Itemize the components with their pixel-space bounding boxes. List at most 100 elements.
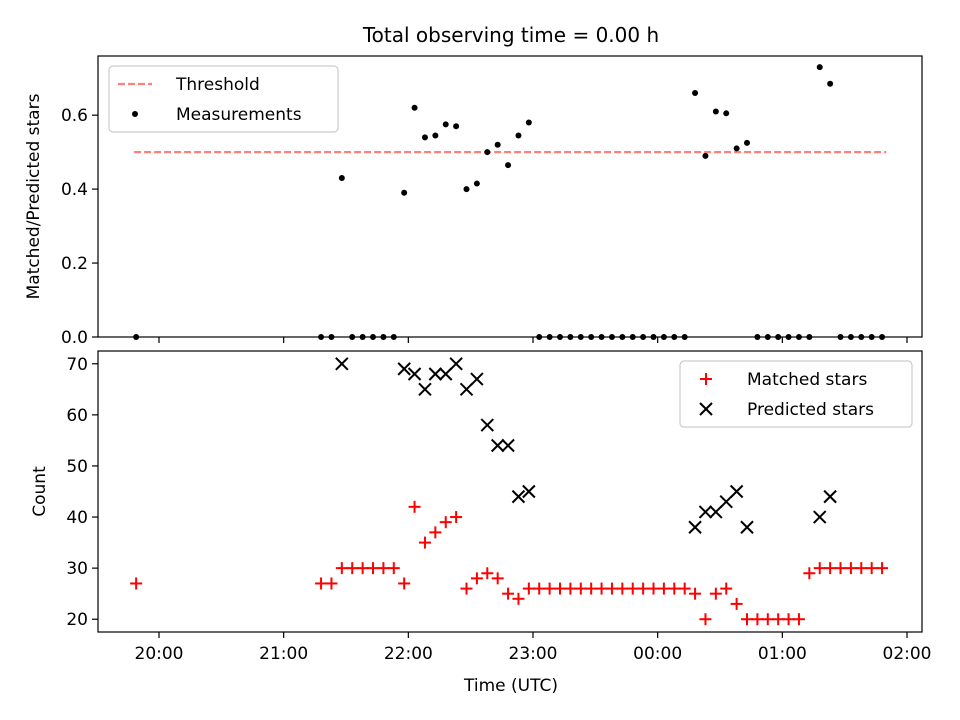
matched-star-point xyxy=(616,582,629,595)
x-tick-label: 23:00 xyxy=(509,644,558,664)
axes-frame xyxy=(97,55,923,338)
matched-star-point xyxy=(730,597,743,610)
measurement-point xyxy=(442,121,449,128)
matched-star-point xyxy=(481,567,494,580)
y-axis-label: Matched/Predicted stars xyxy=(24,93,44,299)
x-tick-label: 00:00 xyxy=(633,644,682,664)
matched-star-point xyxy=(709,587,722,600)
predicted-star-point xyxy=(418,382,432,397)
matched-star-point xyxy=(855,562,868,575)
matched-star-point xyxy=(844,562,857,575)
predicted-star-point xyxy=(480,418,494,432)
matched-star-point xyxy=(470,572,483,585)
matched-star-point xyxy=(678,582,691,595)
matched-star-point xyxy=(491,572,504,585)
matched-star-point xyxy=(751,613,764,626)
bottom-panel: 20 30 40 50 60 70 20:00 21:00 22:00 23:00 00:00 01:… xyxy=(30,350,932,664)
measurement-point xyxy=(453,123,460,130)
predicted-star-point xyxy=(459,382,474,397)
matched-star-point xyxy=(554,582,567,595)
y-axis-label: Count xyxy=(30,466,50,517)
y-tick-label: 0.2 xyxy=(61,254,88,274)
matched-star-point xyxy=(130,577,143,590)
matched-star-point xyxy=(356,562,369,575)
matched-star-point xyxy=(429,526,442,539)
measurement-point xyxy=(692,89,699,96)
matched-star-point xyxy=(512,592,525,605)
legend: Matched stars Predicted stars xyxy=(679,360,913,428)
measurement-point xyxy=(494,141,501,148)
predicted-star-point xyxy=(511,489,526,504)
measurement-point xyxy=(463,186,470,193)
figure-title: Total observing time = 0.00 h xyxy=(362,23,659,47)
measurement-point xyxy=(712,108,719,115)
matched-star-point xyxy=(668,582,681,595)
legend-box xyxy=(679,360,913,428)
matched-star-point xyxy=(834,562,847,575)
matched-star-point xyxy=(315,577,328,590)
matched-star-point xyxy=(533,582,546,595)
measurement-point xyxy=(733,145,740,152)
predicted-star-point xyxy=(470,372,484,386)
matched-star-point xyxy=(605,582,618,595)
measurement-point xyxy=(816,64,823,71)
matched-star-point xyxy=(408,500,421,513)
matched-star-point xyxy=(657,582,670,595)
predicted-star-point xyxy=(740,520,754,534)
matched-star-point xyxy=(522,582,535,595)
matched-star-point xyxy=(574,582,587,595)
x-tick-label: 02:00 xyxy=(883,644,932,664)
matched-star-point xyxy=(741,613,754,626)
matched-star-point xyxy=(564,582,577,595)
measurement-point xyxy=(338,175,345,182)
matched-star-point xyxy=(824,562,837,575)
predicted-star-point xyxy=(449,357,463,371)
legend-handle xyxy=(700,373,712,385)
predicted-star-point xyxy=(428,367,443,381)
predicted-star-point xyxy=(490,438,505,453)
matched-star-point xyxy=(418,536,431,549)
predicted-star-point xyxy=(335,357,349,371)
legend-label: Measurements xyxy=(176,105,302,125)
y-tick-label: 20 xyxy=(66,610,88,630)
matched-star-point xyxy=(460,582,473,595)
matched-star-point xyxy=(699,613,712,626)
legend-label: Matched stars xyxy=(747,370,867,390)
predicted-star-point xyxy=(813,510,827,524)
matched-star-point xyxy=(387,562,400,575)
matched-star-point xyxy=(367,562,380,575)
predicted-star-point xyxy=(439,367,453,381)
y-tick-label: 70 xyxy=(66,355,88,375)
legend-handle xyxy=(132,111,138,117)
matched-star-point xyxy=(782,613,795,626)
x-tick-label: 21:00 xyxy=(259,644,308,664)
matched-star-point xyxy=(439,516,452,529)
measurement-point xyxy=(473,180,480,187)
matched-star-point xyxy=(876,562,889,575)
matched-star-point xyxy=(325,577,338,590)
matched-star-point xyxy=(450,511,463,524)
legend-box xyxy=(108,65,339,133)
measurement-point xyxy=(484,149,491,156)
matched-star-point xyxy=(626,582,639,595)
legend-handle xyxy=(699,402,713,416)
predicted-star-point xyxy=(407,367,422,381)
matched-star-point xyxy=(595,582,608,595)
measurement-point xyxy=(432,132,439,139)
matched-star-point xyxy=(772,613,785,626)
y-tick-label: 40 xyxy=(66,508,88,528)
y-tick-label: 0.4 xyxy=(61,180,88,200)
x-tick-label: 01:00 xyxy=(758,644,807,664)
predicted-star-point xyxy=(688,520,702,534)
matched-star-point xyxy=(813,562,826,575)
predicted-star-point xyxy=(709,505,723,519)
top-panel: 0.0 0.2 0.4 0.6 Matched/Predicted stars Thres… xyxy=(24,55,923,348)
matched-star-point xyxy=(335,562,348,575)
measurement-point xyxy=(411,104,418,111)
measurement-point xyxy=(515,132,522,139)
matched-star-point xyxy=(647,582,660,595)
matched-star-point xyxy=(585,582,598,595)
measurement-point xyxy=(421,134,428,141)
axes-frame xyxy=(97,350,923,633)
measurement-point xyxy=(401,189,408,196)
